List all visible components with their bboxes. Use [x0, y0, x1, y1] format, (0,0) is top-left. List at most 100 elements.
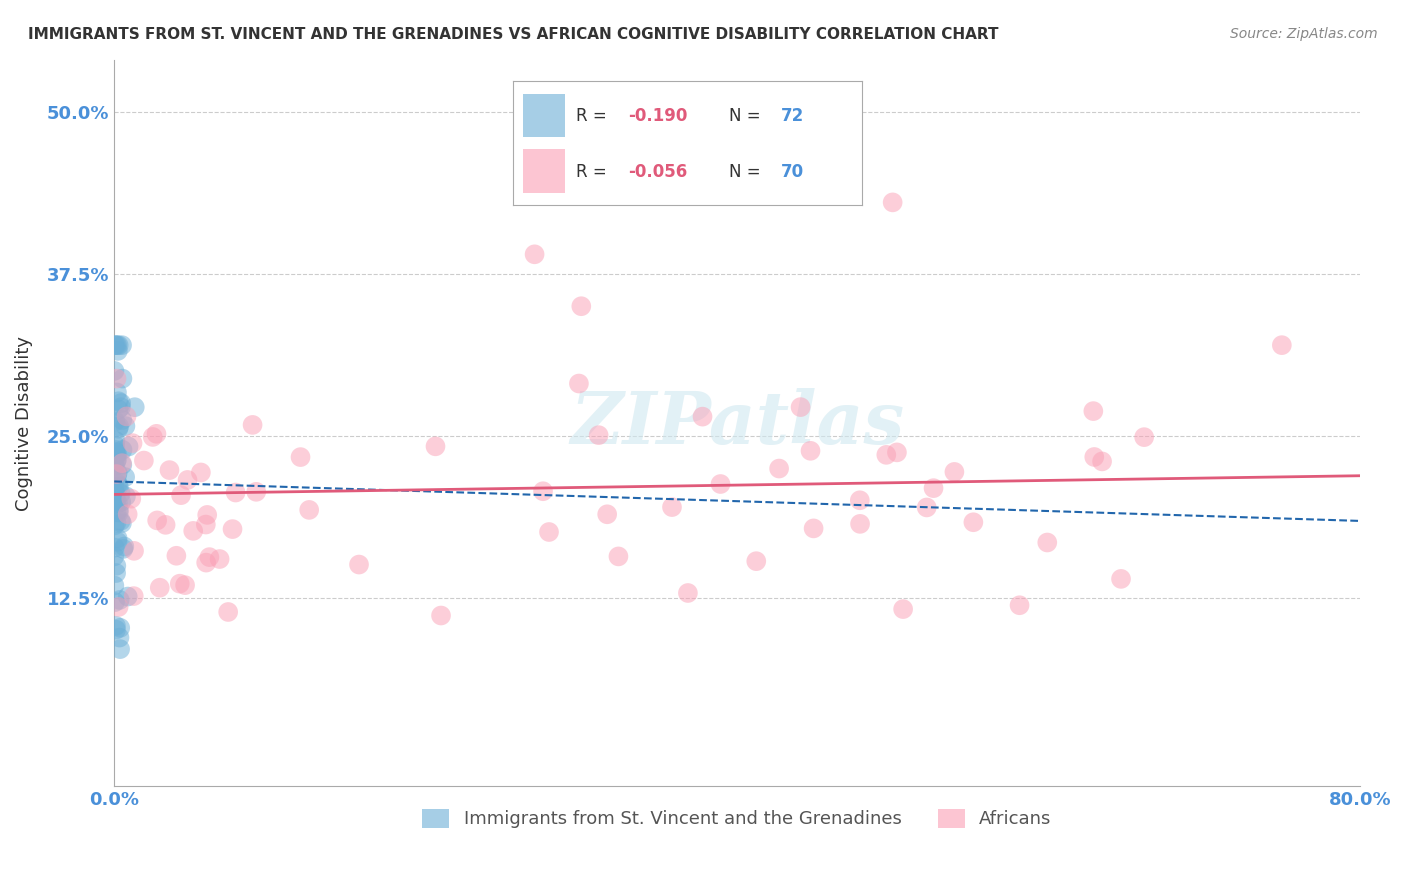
Point: [198, 550, 221, 565]
Point: [104, 487, 127, 501]
Point: [104, 595, 127, 609]
Point: [104, 619, 127, 633]
Point: [103, 364, 125, 378]
Point: [105, 469, 128, 483]
Point: [110, 495, 132, 509]
Point: [115, 409, 138, 424]
Point: [922, 481, 945, 495]
Point: [110, 514, 132, 528]
Point: [588, 428, 610, 442]
Point: [891, 602, 914, 616]
Point: [108, 506, 131, 520]
Point: [104, 438, 127, 452]
Point: [104, 541, 127, 555]
Point: [117, 440, 139, 454]
Point: [803, 521, 825, 535]
Point: [105, 454, 128, 468]
Point: [523, 247, 546, 261]
Point: [347, 558, 370, 572]
Point: [108, 502, 131, 516]
Point: [111, 456, 134, 470]
Point: [1008, 599, 1031, 613]
Point: [676, 586, 699, 600]
Point: [1271, 338, 1294, 352]
Text: ZIPatlas: ZIPatlas: [569, 387, 904, 458]
Point: [145, 426, 167, 441]
Point: [111, 458, 134, 472]
Point: [692, 409, 714, 424]
Point: [531, 484, 554, 499]
Point: [104, 338, 127, 352]
Point: [124, 400, 146, 414]
Point: [1083, 404, 1105, 418]
Point: [882, 195, 904, 210]
Point: [208, 552, 231, 566]
Point: [121, 436, 143, 450]
Point: [107, 343, 129, 358]
Point: [105, 505, 128, 519]
Point: [165, 549, 187, 563]
Point: [105, 495, 128, 509]
Point: [117, 508, 139, 522]
Point: [110, 396, 132, 410]
Point: [569, 299, 592, 313]
Point: [104, 459, 127, 474]
Point: [104, 458, 127, 472]
Point: [122, 589, 145, 603]
Point: [107, 496, 129, 510]
Point: [111, 516, 134, 530]
Point: [132, 453, 155, 467]
Point: [114, 470, 136, 484]
Point: [108, 593, 131, 607]
Point: [195, 508, 218, 522]
Point: [221, 522, 243, 536]
Point: [176, 473, 198, 487]
Point: [195, 556, 218, 570]
Point: [107, 599, 129, 614]
Point: [105, 558, 128, 573]
Point: [174, 578, 197, 592]
Point: [146, 513, 169, 527]
Point: [181, 524, 204, 538]
Point: [104, 496, 127, 510]
Point: [110, 486, 132, 500]
Point: [114, 419, 136, 434]
Point: [607, 549, 630, 564]
Point: [103, 549, 125, 564]
Point: [117, 590, 139, 604]
Point: [159, 463, 181, 477]
Point: [104, 486, 127, 500]
Point: [107, 534, 129, 549]
Point: [225, 485, 247, 500]
Point: [110, 401, 132, 415]
Point: [105, 452, 128, 467]
Point: [1036, 535, 1059, 549]
Point: [745, 554, 768, 568]
Point: [103, 479, 125, 493]
Point: [122, 544, 145, 558]
Point: [107, 448, 129, 462]
Point: [112, 541, 135, 556]
Point: [430, 608, 453, 623]
Point: [290, 450, 312, 464]
Point: [107, 479, 129, 493]
Point: [169, 576, 191, 591]
Point: [111, 442, 134, 457]
Point: [115, 489, 138, 503]
Point: [103, 486, 125, 500]
Point: [105, 371, 128, 385]
Point: [298, 503, 321, 517]
Point: [768, 461, 790, 475]
Y-axis label: Cognitive Disability: Cognitive Disability: [15, 335, 32, 510]
Point: [943, 465, 966, 479]
Point: [107, 422, 129, 436]
Point: [110, 621, 132, 635]
Point: [1133, 430, 1156, 444]
Point: [1109, 572, 1132, 586]
Point: [915, 500, 938, 515]
Point: [108, 419, 131, 434]
Point: [596, 508, 619, 522]
Point: [120, 491, 142, 506]
Point: [962, 515, 984, 529]
Point: [104, 444, 127, 458]
